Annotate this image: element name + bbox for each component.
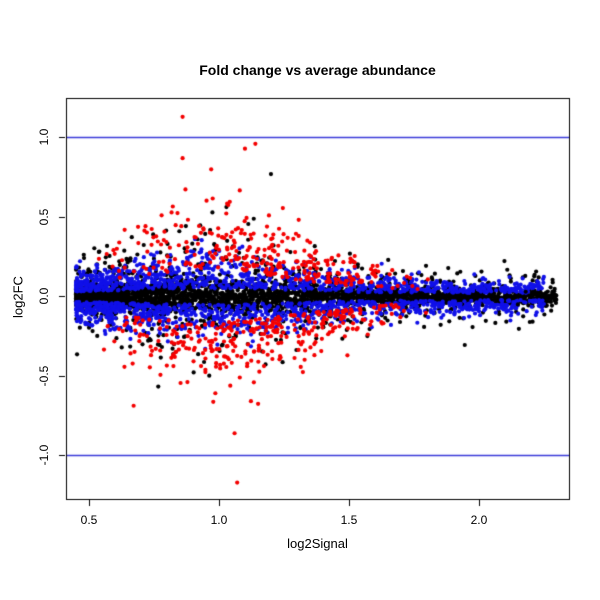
y-tick-label: -1.0: [37, 445, 51, 466]
y-axis-label: log2FC: [10, 276, 26, 318]
x-tick-label: 2.0: [470, 513, 488, 527]
chart-title: Fold change vs average abundance: [199, 62, 436, 78]
y-tick-label: 0.0: [37, 288, 51, 305]
x-axis-label: log2Signal: [287, 536, 348, 551]
x-tick-label: 1.5: [340, 513, 358, 527]
y-tick-label: -0.5: [37, 365, 51, 387]
y-tick-label: 0.5: [37, 208, 51, 226]
x-tick-label: 1.0: [210, 513, 228, 527]
y-tick-label: 1.0: [37, 129, 51, 146]
x-tick-label: 0.5: [80, 513, 98, 527]
